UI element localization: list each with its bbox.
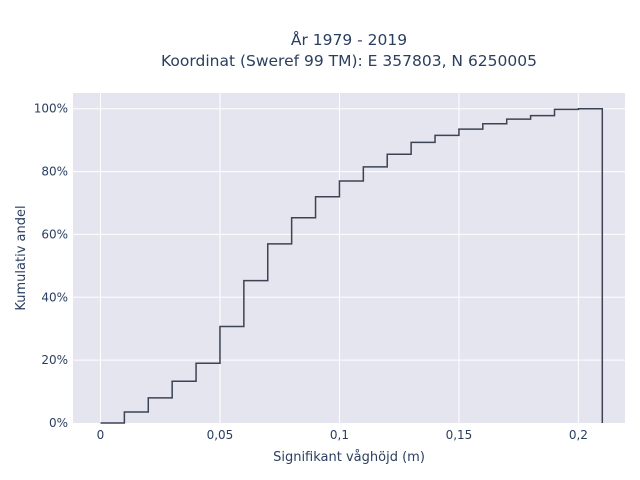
y-tick-label: 100% (34, 102, 68, 116)
x-axis-title: Signifikant våghöjd (m) (273, 450, 425, 465)
x-tick-label: 0,05 (207, 428, 234, 442)
plot-area (73, 93, 625, 423)
chart-title-line-2: Koordinat (Sweref 99 TM): E 357803, N 62… (161, 52, 537, 70)
x-tick-label: 0,1 (330, 428, 349, 442)
x-tick-label: 0,15 (446, 428, 473, 442)
chart-title-line-1: År 1979 - 2019 (291, 30, 407, 49)
y-tick-label: 40% (41, 290, 68, 304)
y-tick-label: 80% (41, 165, 68, 179)
y-tick-label: 60% (41, 227, 68, 241)
y-tick-label: 0% (49, 416, 68, 430)
y-tick-label: 20% (41, 353, 68, 367)
x-tick-label: 0,2 (569, 428, 588, 442)
x-axis-ticks: 0 0,05 0,1 0,15 0,2 (97, 428, 588, 442)
series-step-line (100, 107, 604, 424)
y-axis-ticks: 0% 20% 40% 60% 80% 100% (34, 102, 68, 430)
grid-lines (73, 93, 625, 423)
x-tick-label: 0 (97, 428, 105, 442)
y-axis-title: Kumulativ andel (14, 205, 29, 310)
